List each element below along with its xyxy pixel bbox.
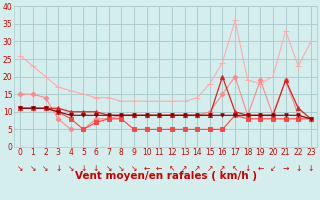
- Text: ↓: ↓: [55, 164, 61, 173]
- Text: ↓: ↓: [308, 164, 314, 173]
- Text: ↘: ↘: [118, 164, 124, 173]
- Text: ↘: ↘: [68, 164, 74, 173]
- Text: ←: ←: [143, 164, 150, 173]
- X-axis label: Vent moyen/en rafales ( km/h ): Vent moyen/en rafales ( km/h ): [75, 171, 257, 181]
- Text: ↖: ↖: [169, 164, 175, 173]
- Text: ↘: ↘: [30, 164, 36, 173]
- Text: ↓: ↓: [93, 164, 99, 173]
- Text: ↓: ↓: [80, 164, 87, 173]
- Text: ↘: ↘: [17, 164, 23, 173]
- Text: →: →: [283, 164, 289, 173]
- Text: ↗: ↗: [194, 164, 200, 173]
- Text: ←: ←: [257, 164, 264, 173]
- Text: ↗: ↗: [207, 164, 213, 173]
- Text: ↘: ↘: [131, 164, 137, 173]
- Text: ↗: ↗: [181, 164, 188, 173]
- Text: ↙: ↙: [270, 164, 276, 173]
- Text: ↗: ↗: [219, 164, 226, 173]
- Text: ←: ←: [156, 164, 163, 173]
- Text: ↓: ↓: [244, 164, 251, 173]
- Text: ↖: ↖: [232, 164, 238, 173]
- Text: ↘: ↘: [106, 164, 112, 173]
- Text: ↓: ↓: [295, 164, 301, 173]
- Text: ↘: ↘: [42, 164, 49, 173]
